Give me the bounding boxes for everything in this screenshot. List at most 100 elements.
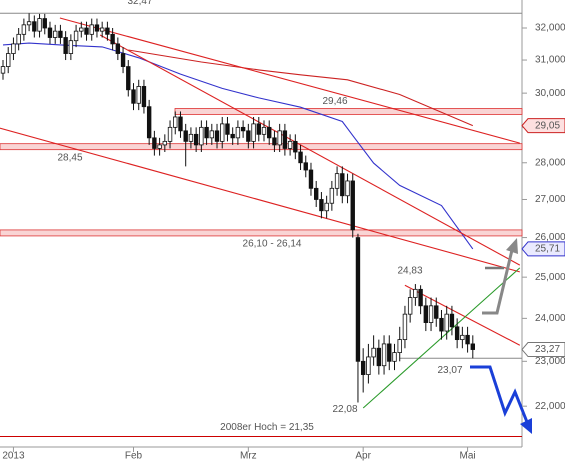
- candle-body: [131, 89, 136, 104]
- indicator-line: [128, 49, 474, 127]
- candle-body: [105, 27, 110, 35]
- value-marker: [521, 342, 565, 358]
- candle-body: [444, 313, 449, 332]
- y-tick-label: 26,000: [535, 232, 565, 243]
- value-marker: [521, 118, 565, 134]
- level-label: 23,07: [437, 365, 462, 376]
- candle-body: [329, 187, 335, 204]
- candle-body: [110, 33, 115, 45]
- candle-body: [371, 347, 376, 358]
- candle-body: [465, 334, 470, 345]
- candle-body: [230, 133, 235, 139]
- y-tick-label: 31,000: [535, 55, 565, 66]
- candle-body: [199, 126, 204, 146]
- candle-body: [178, 116, 183, 132]
- indicator-line: [99, 34, 521, 266]
- candle-body: [449, 313, 455, 328]
- candle-body: [141, 86, 147, 108]
- y-tick-label: 28,000: [535, 157, 565, 168]
- candle-body: [188, 133, 194, 142]
- candle-body: [246, 130, 251, 142]
- level-band: [174, 108, 523, 115]
- annotation: 22,08: [332, 404, 357, 415]
- level-label: 26,10 - 26,14: [243, 239, 302, 250]
- candle-body: [209, 130, 214, 139]
- x-tick-label: Apr: [355, 451, 371, 461]
- candle-body: [214, 130, 220, 142]
- y-tick-label: 24,000: [535, 313, 565, 324]
- candle-body: [53, 30, 58, 38]
- candle-body: [376, 347, 382, 367]
- candle-body: [99, 27, 105, 32]
- candle-body: [360, 360, 366, 375]
- x-tick-label: Mai: [460, 451, 476, 461]
- candle-body: [73, 30, 79, 42]
- level-band: [0, 143, 523, 151]
- candle-body: [126, 66, 131, 91]
- candle-body: [402, 313, 408, 341]
- candle-body: [256, 123, 261, 135]
- candle-body: [324, 202, 329, 212]
- candle-body: [235, 126, 241, 139]
- level-label: 29,46: [322, 96, 347, 107]
- candle-body: [298, 151, 303, 164]
- candle-body: [428, 305, 434, 323]
- candle-body: [183, 130, 188, 142]
- annotation: 24,83: [397, 266, 422, 277]
- y-tick-label: 27,000: [535, 194, 565, 205]
- candle-body: [287, 140, 293, 149]
- candle-body: [340, 173, 345, 197]
- candle-body: [277, 130, 282, 146]
- candle-body: [173, 116, 178, 128]
- arrowhead: [520, 418, 532, 434]
- candle-body: [418, 288, 423, 307]
- candle-body: [313, 187, 319, 200]
- value-marker-label: 29,05: [535, 120, 560, 131]
- candle-body: [120, 53, 126, 67]
- value-marker-label: 25,71: [535, 244, 560, 255]
- candle-body: [454, 326, 460, 341]
- candle-body: [94, 24, 100, 32]
- candle-body: [42, 18, 47, 29]
- candle-body: [355, 237, 361, 362]
- candle-body: [204, 126, 209, 139]
- candle-body: [167, 126, 173, 142]
- candle-body: [350, 180, 355, 231]
- candle-body: [0, 66, 6, 74]
- candle-body: [251, 123, 256, 142]
- candle-body: [345, 180, 350, 197]
- x-tick-label: Feb: [125, 451, 143, 461]
- candle-body: [21, 24, 27, 35]
- candle-body: [37, 18, 42, 32]
- candle-body: [89, 24, 94, 35]
- indicator-line: [2, 42, 474, 250]
- candle-body: [434, 305, 439, 319]
- candle-body: [387, 343, 392, 362]
- candle-body: [470, 343, 475, 350]
- candle-body: [392, 352, 397, 362]
- candle-body: [16, 33, 21, 45]
- candle-body: [79, 27, 84, 32]
- x-tick-label: 2013: [2, 451, 25, 461]
- level-label: 2008er Hoch = 21,35: [220, 422, 314, 433]
- candle-body: [84, 27, 89, 35]
- y-tick-label: 22,000: [535, 401, 565, 412]
- candle-body: [157, 144, 162, 149]
- candle-body: [152, 137, 157, 149]
- value-marker: [521, 241, 565, 257]
- candle-body: [58, 30, 63, 38]
- level-label: 32,47: [127, 0, 152, 7]
- candle-body: [220, 123, 225, 142]
- candle-body: [397, 339, 402, 353]
- candle-body: [225, 123, 230, 135]
- candle-body: [366, 356, 371, 375]
- y-tick-label: 30,000: [535, 88, 565, 99]
- candle-body: [334, 173, 340, 189]
- y-tick-label: 23,000: [535, 356, 565, 367]
- candle-body: [162, 140, 168, 146]
- arrow: [470, 365, 529, 423]
- candle-body: [115, 43, 121, 54]
- candle-body: [460, 334, 465, 341]
- level-band: [0, 229, 523, 237]
